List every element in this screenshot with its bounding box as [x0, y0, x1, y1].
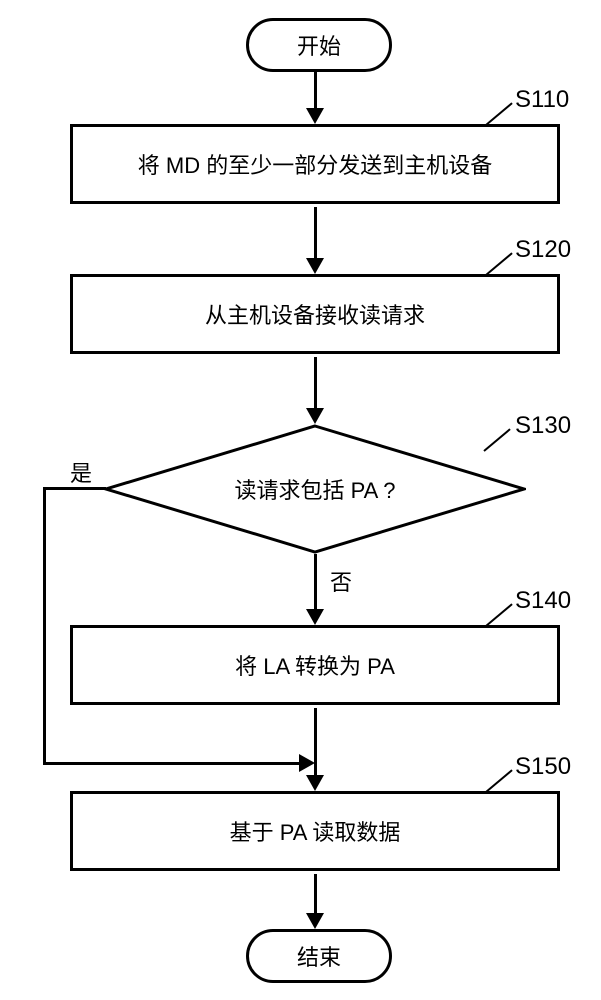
edge-s140-s150	[314, 708, 317, 778]
edge-s130-yes-h1	[43, 487, 106, 490]
process-s140-text: 将 LA 转换为 PA	[235, 649, 395, 681]
decision-s130-text: 读请求包括 PA ?	[104, 473, 526, 505]
flowchart-canvas: 开始 S110 将 MD 的至少一部分发送到主机设备 S120 从主机设备接收读…	[0, 0, 601, 1000]
process-s110: 将 MD 的至少一部分发送到主机设备	[70, 124, 560, 204]
start-text: 开始	[297, 29, 341, 61]
branch-label-no: 否	[330, 565, 352, 597]
edge-s130-yes-h2	[43, 762, 302, 765]
process-s140: 将 LA 转换为 PA	[70, 625, 560, 705]
process-s150: 基于 PA 读取数据	[70, 791, 560, 871]
end-text: 结束	[297, 940, 341, 972]
arrowhead-s110-s120	[306, 258, 324, 274]
arrowhead-s130-yes	[299, 754, 315, 772]
decision-s130: 读请求包括 PA ?	[104, 424, 526, 554]
edge-s110-s120	[314, 207, 317, 261]
step-label-s150: S150	[515, 753, 571, 781]
process-s120-text: 从主机设备接收读请求	[205, 298, 425, 330]
edge-s120-s130	[314, 357, 317, 411]
arrowhead-s150-end	[306, 913, 324, 929]
process-s110-text: 将 MD 的至少一部分发送到主机设备	[138, 148, 492, 180]
edge-s130-no	[314, 554, 317, 612]
start-terminator: 开始	[246, 18, 392, 72]
process-s150-text: 基于 PA 读取数据	[230, 815, 401, 847]
step-label-s120: S120	[515, 236, 571, 264]
label-leader-s110	[485, 102, 512, 125]
step-label-s140: S140	[515, 587, 571, 615]
label-leader-s140	[485, 603, 512, 626]
arrowhead-s130-no	[306, 609, 324, 625]
edge-s130-yes-v	[43, 487, 46, 765]
edge-start-s110	[314, 69, 317, 111]
branch-label-yes: 是	[70, 456, 92, 488]
step-label-s110: S110	[515, 86, 569, 114]
end-terminator: 结束	[246, 929, 392, 983]
arrowhead-s120-s130	[306, 408, 324, 424]
edge-s150-end	[314, 874, 317, 916]
process-s120: 从主机设备接收读请求	[70, 274, 560, 354]
label-leader-s150	[485, 769, 512, 792]
arrowhead-start-s110	[306, 108, 324, 124]
arrowhead-s140-s150	[306, 775, 324, 791]
label-leader-s120	[485, 252, 512, 275]
